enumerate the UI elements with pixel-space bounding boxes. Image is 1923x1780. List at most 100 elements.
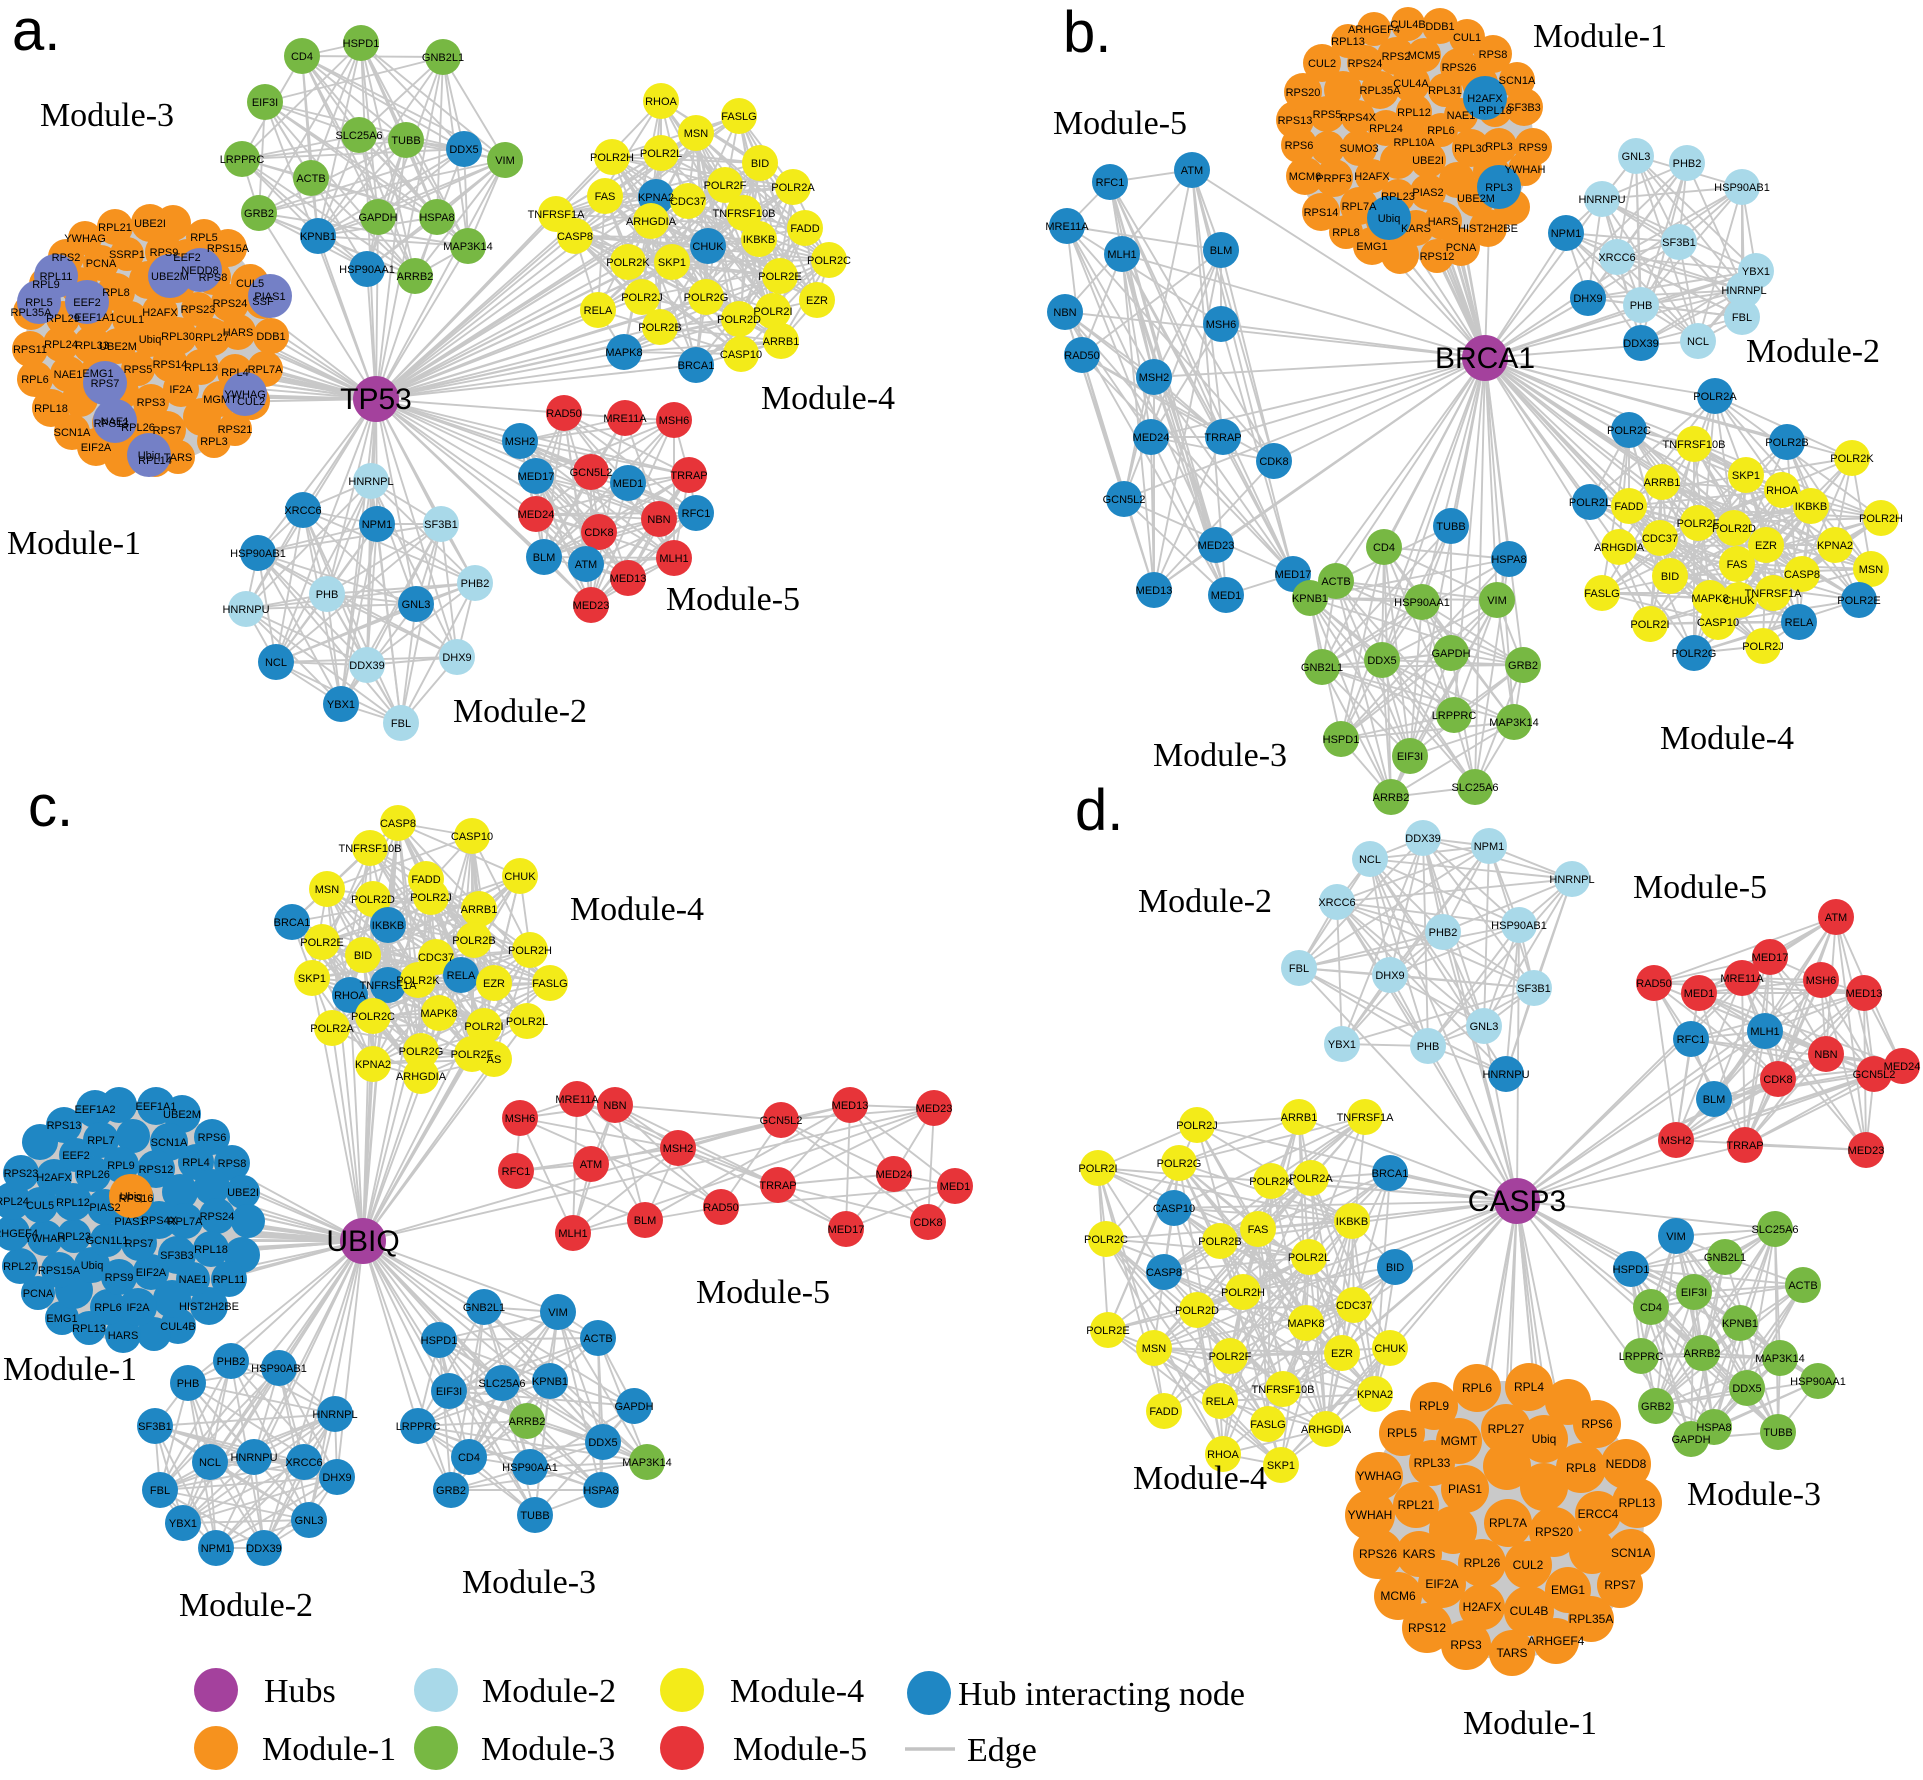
svg-text:PIAS1: PIAS1 — [114, 1216, 145, 1228]
svg-text:DDB1: DDB1 — [256, 331, 285, 343]
svg-text:IKBKB: IKBKB — [372, 920, 404, 932]
svg-text:POLR2L: POLR2L — [506, 1016, 548, 1028]
svg-text:MSN: MSN — [684, 128, 709, 140]
svg-text:DDX5: DDX5 — [449, 144, 478, 156]
svg-text:Module-2: Module-2 — [482, 1673, 616, 1710]
svg-text:RPS16: RPS16 — [119, 1193, 154, 1205]
svg-text:ATM: ATM — [1181, 165, 1203, 177]
svg-text:RPS20: RPS20 — [1535, 1525, 1573, 1539]
svg-text:GAPDH: GAPDH — [358, 212, 397, 224]
svg-text:FAS: FAS — [595, 191, 616, 203]
svg-text:POLR2E: POLR2E — [300, 937, 343, 949]
svg-text:GCN5L2: GCN5L2 — [1853, 1069, 1896, 1081]
svg-text:Module-3: Module-3 — [481, 1731, 615, 1768]
svg-text:RPS23: RPS23 — [4, 1168, 39, 1180]
svg-text:GNL3: GNL3 — [1470, 1021, 1499, 1033]
svg-text:MED24: MED24 — [1133, 432, 1170, 444]
svg-text:HARS: HARS — [223, 327, 254, 339]
svg-text:GNL3: GNL3 — [295, 1515, 324, 1527]
svg-text:EEF1A1: EEF1A1 — [75, 312, 116, 324]
svg-text:RPL30: RPL30 — [161, 331, 195, 343]
svg-text:ARRB1: ARRB1 — [1644, 477, 1681, 489]
svg-text:POLR2A: POLR2A — [310, 1023, 354, 1035]
svg-text:HSPD1: HSPD1 — [1613, 1264, 1650, 1276]
svg-text:FBL: FBL — [150, 1485, 170, 1497]
svg-text:FADD: FADD — [1149, 1406, 1178, 1418]
svg-text:MAP3K14: MAP3K14 — [1489, 717, 1539, 729]
svg-text:H2AFX: H2AFX — [142, 307, 178, 319]
svg-text:FASLG: FASLG — [1250, 1419, 1285, 1431]
svg-text:VIM: VIM — [548, 1307, 568, 1319]
svg-text:POLR2J: POLR2J — [410, 892, 452, 904]
svg-text:RFC1: RFC1 — [1677, 1034, 1706, 1046]
svg-text:NAE1: NAE1 — [179, 1274, 208, 1286]
svg-text:EZR: EZR — [1755, 540, 1777, 552]
svg-text:RPL8: RPL8 — [1332, 227, 1360, 239]
svg-text:MLH1: MLH1 — [558, 1228, 587, 1240]
svg-text:MGMT: MGMT — [203, 394, 237, 406]
svg-text:POLR2D: POLR2D — [717, 314, 761, 326]
svg-text:HNRNPU: HNRNPU — [1482, 1069, 1529, 1081]
svg-text:BRCA1: BRCA1 — [678, 360, 715, 372]
svg-text:YWHAG: YWHAG — [1356, 1469, 1401, 1483]
svg-text:BLM: BLM — [1210, 245, 1233, 257]
svg-text:MAPK8: MAPK8 — [605, 347, 642, 359]
svg-text:PIAS1: PIAS1 — [1448, 1482, 1482, 1496]
svg-text:UBE2I: UBE2I — [134, 218, 166, 230]
svg-text:RPL18: RPL18 — [194, 1244, 228, 1256]
svg-text:NPM1: NPM1 — [201, 1543, 232, 1555]
svg-text:RELA: RELA — [1206, 1396, 1235, 1408]
svg-text:TNFRSF10B: TNFRSF10B — [1252, 1384, 1315, 1396]
svg-text:GRB2: GRB2 — [1641, 1401, 1671, 1413]
svg-text:POLR2B: POLR2B — [1198, 1236, 1241, 1248]
svg-text:IKBKB: IKBKB — [743, 234, 775, 246]
svg-text:RPL31: RPL31 — [1428, 85, 1462, 97]
svg-text:NEDD8: NEDD8 — [1606, 1457, 1647, 1471]
svg-text:EIF2A: EIF2A — [136, 1267, 167, 1279]
svg-text:RAD50: RAD50 — [1636, 978, 1671, 990]
svg-text:ARHGEF4: ARHGEF4 — [0, 1228, 38, 1240]
svg-text:DDX39: DDX39 — [246, 1543, 281, 1555]
svg-text:RPL23: RPL23 — [57, 1231, 91, 1243]
svg-text:RPS9: RPS9 — [105, 1272, 134, 1284]
svg-text:RHOA: RHOA — [334, 990, 366, 1002]
svg-text:CUL4B: CUL4B — [1510, 1604, 1549, 1618]
svg-text:YWHAH: YWHAH — [25, 1233, 66, 1245]
svg-text:SLC25A6: SLC25A6 — [478, 1378, 525, 1390]
svg-text:PHB2: PHB2 — [1673, 158, 1702, 170]
svg-text:Ubiq: Ubiq — [120, 1191, 143, 1203]
svg-text:NCL: NCL — [1359, 854, 1381, 866]
svg-text:POLR2L: POLR2L — [1569, 497, 1611, 509]
svg-text:RPL11: RPL11 — [213, 1274, 246, 1286]
svg-text:HNRNPL: HNRNPL — [1549, 874, 1594, 886]
svg-text:HIST2H2BE: HIST2H2BE — [1458, 223, 1518, 235]
svg-text:TARS: TARS — [1496, 1646, 1527, 1660]
svg-text:MRE11A: MRE11A — [1045, 221, 1089, 233]
svg-text:RAD50: RAD50 — [703, 1202, 738, 1214]
svg-text:RPL7A: RPL7A — [248, 364, 284, 376]
svg-text:Module-5: Module-5 — [666, 581, 800, 618]
svg-text:GAPDH: GAPDH — [1431, 648, 1470, 660]
svg-text:RPS21: RPS21 — [218, 424, 253, 436]
svg-text:EMG1: EMG1 — [82, 368, 113, 380]
svg-text:TP53: TP53 — [340, 383, 412, 416]
svg-text:MED13: MED13 — [610, 573, 647, 585]
svg-text:Module-4: Module-4 — [1133, 1460, 1267, 1497]
svg-text:DDB1: DDB1 — [1425, 21, 1454, 33]
svg-text:RPS23: RPS23 — [181, 304, 216, 316]
svg-text:DDX39: DDX39 — [1405, 833, 1440, 845]
svg-text:CUL4A: CUL4A — [1393, 78, 1429, 90]
svg-text:NAE1: NAE1 — [1447, 110, 1476, 122]
svg-text:RPL13: RPL13 — [184, 362, 218, 374]
svg-text:SCN1A: SCN1A — [1499, 75, 1536, 87]
svg-text:CD4: CD4 — [1373, 542, 1395, 554]
svg-text:RHOA: RHOA — [1766, 485, 1798, 497]
svg-text:RPS8: RPS8 — [1479, 49, 1508, 61]
svg-text:RPL26: RPL26 — [121, 422, 155, 434]
svg-text:Module-3: Module-3 — [1687, 1476, 1821, 1513]
svg-text:YWHAH: YWHAH — [1505, 164, 1546, 176]
svg-text:RPL6: RPL6 — [1427, 125, 1455, 137]
svg-text:XRCC6: XRCC6 — [1318, 897, 1355, 909]
svg-text:NAE1: NAE1 — [54, 369, 83, 381]
svg-text:MED13: MED13 — [1846, 988, 1883, 1000]
